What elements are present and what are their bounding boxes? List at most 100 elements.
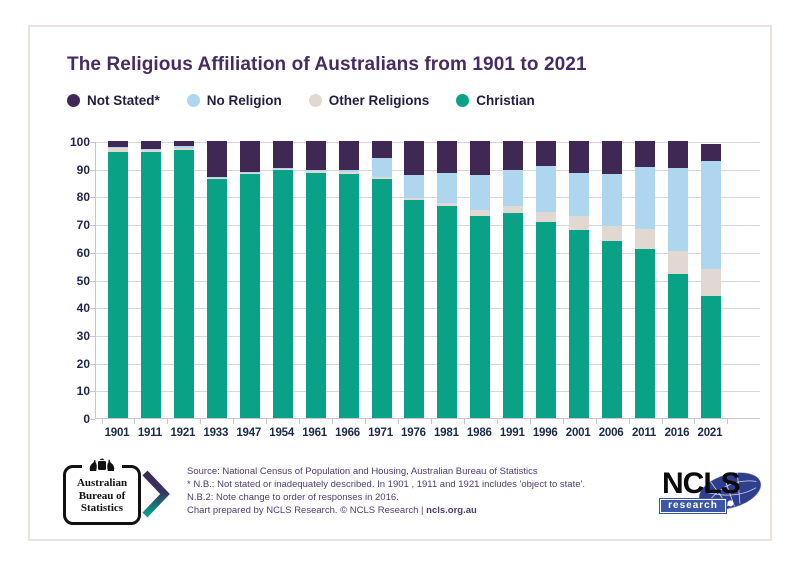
bar-segment-1933-other-religions <box>206 177 227 179</box>
bar-2016 <box>667 141 688 418</box>
x-axis-tick-label-2011: 2011 <box>631 427 657 439</box>
bar-segment-1933-no-religion <box>206 177 227 178</box>
plot-area <box>89 141 760 424</box>
bar-segment-1971-christian <box>371 179 392 418</box>
bar-segment-1961-other-religions <box>305 171 326 174</box>
gridline-20 <box>96 363 760 365</box>
bar-2001 <box>569 141 590 418</box>
legend-item-not-stated: Not Stated* <box>67 93 160 108</box>
legend-item-no-religion: No Religion <box>186 93 282 108</box>
bar-segment-2016-other-religions <box>667 250 688 274</box>
legend-dot-icon <box>186 94 200 107</box>
bar-segment-1966-no-religion <box>338 169 359 172</box>
bar-segment-1966-christian <box>338 173 359 418</box>
bar-segment-2011-no-religion <box>635 167 656 229</box>
gridline-50 <box>96 280 760 282</box>
x-tick-mark <box>233 419 235 424</box>
bar-segment-1954-not-stated <box>272 141 293 168</box>
y-tick-mark <box>89 197 95 199</box>
x-axis-tick-label-1981: 1981 <box>433 427 459 439</box>
x-axis-tick-label-1911: 1911 <box>137 427 163 439</box>
bar-segment-1971-not-stated <box>371 141 392 159</box>
source-line-3: N.B.2: Note change to order of responses… <box>187 492 399 503</box>
y-tick-mark <box>89 169 95 171</box>
bar-segment-1947-not-stated <box>239 141 260 173</box>
bar-segment-1947-other-religions <box>239 172 260 175</box>
bar-segment-1986-christian <box>470 215 491 418</box>
x-tick-mark <box>134 419 136 424</box>
legend-item-other-religions: Other Religions <box>308 93 429 108</box>
x-axis-tick-label-1933: 1933 <box>203 427 229 439</box>
x-axis-tick-label-2016: 2016 <box>664 427 690 439</box>
bar-segment-2021-other-religions <box>700 268 721 297</box>
y-axis-tick-label-30: 30 <box>76 328 90 343</box>
bar-segment-1933-not-stated <box>206 141 227 178</box>
y-axis-tick-label-70: 70 <box>76 218 90 233</box>
y-axis-labels: 0 10 20 30 40 50 60 70 80 90 100 <box>40 135 90 426</box>
ncls-research-logo: NCLS research <box>659 463 766 529</box>
y-tick-mark <box>89 363 95 365</box>
legend-dot-icon <box>67 94 80 107</box>
bar-1971 <box>371 141 392 418</box>
credit-separator: | <box>421 505 424 516</box>
x-axis-tick-label-1986: 1986 <box>466 427 492 439</box>
legend: Not Stated* No Religion Other Religions Chr… <box>67 93 535 108</box>
x-tick-mark <box>200 419 202 424</box>
bar-1947 <box>239 141 260 418</box>
bar-segment-1921-not-stated <box>173 141 194 147</box>
legend-dot-icon <box>308 94 322 107</box>
y-tick-mark <box>89 225 95 227</box>
bar-segment-1991-no-religion <box>503 170 524 206</box>
bar-1986 <box>470 141 491 418</box>
bar-segment-2011-other-religions <box>635 228 656 249</box>
ncls-website-link[interactable]: ncls.org.au <box>426 505 477 516</box>
bar-segment-1901-not-stated <box>108 141 128 147</box>
gridline-40 <box>96 308 760 310</box>
source-line-2: * N.B.: Not stated or inadequately descr… <box>187 479 585 490</box>
bar-segment-1954-christian <box>272 170 293 418</box>
bar-segment-2001-other-religions <box>569 216 590 230</box>
x-axis-tick-label-1966: 1966 <box>335 427 360 439</box>
bar-segment-1911-not-stated <box>140 141 161 150</box>
bar-1976 <box>404 141 425 418</box>
bar-segment-2021-not-stated <box>700 144 721 161</box>
bar-segment-2021-christian <box>700 296 721 418</box>
legend-dot-icon <box>456 94 470 107</box>
bar-1921 <box>173 141 194 418</box>
x-axis-tick-label-2006: 2006 <box>598 427 624 439</box>
x-tick-mark <box>430 419 432 424</box>
y-axis-tick-label-90: 90 <box>76 162 90 177</box>
x-tick-mark <box>496 419 498 424</box>
source-text: Source: National Census of Population an… <box>187 465 585 517</box>
bar-segment-1947-christian <box>239 174 260 418</box>
bar-segment-1986-other-religions <box>470 210 491 216</box>
ncls-logo-name: NCLS <box>662 467 741 500</box>
y-tick-mark <box>89 280 95 282</box>
x-tick-mark <box>167 419 169 424</box>
bar-segment-1991-not-stated <box>503 141 524 171</box>
x-tick-mark <box>661 419 663 424</box>
bar-2021 <box>700 141 721 418</box>
y-axis-tick-label-60: 60 <box>76 245 90 260</box>
gridline-90 <box>96 169 760 171</box>
bar-segment-1991-christian <box>503 213 524 418</box>
x-axis-tick-label-1976: 1976 <box>401 427 426 439</box>
y-axis-tick-label-40: 40 <box>76 301 90 316</box>
bar-segment-1961-christian <box>305 173 326 418</box>
x-tick-mark <box>562 419 564 424</box>
ncls-logo-sub: research <box>659 498 727 514</box>
bar-segment-1954-other-religions <box>272 168 293 171</box>
bar-segment-2011-christian <box>635 248 656 418</box>
x-tick-mark <box>529 419 531 424</box>
bar-segment-2016-not-stated <box>667 141 688 168</box>
bar-segment-1911-no-religion <box>140 149 161 151</box>
bar-segment-1933-christian <box>206 178 227 418</box>
abs-logo: Australian Bureau of Statistics <box>63 456 141 525</box>
bar-segment-1966-other-religions <box>338 171 359 174</box>
bar-segment-1996-not-stated <box>536 141 557 166</box>
x-tick-mark <box>628 419 630 424</box>
bar-segment-2001-not-stated <box>569 141 590 174</box>
bar-segment-2006-other-religions <box>602 225 623 241</box>
bar-segment-2011-not-stated <box>635 141 656 168</box>
